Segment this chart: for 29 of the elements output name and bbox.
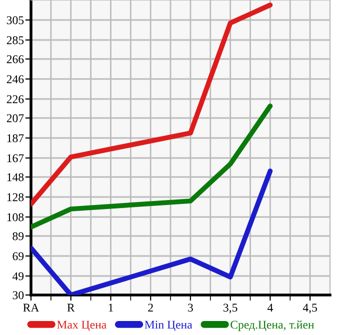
y-tick-label: 207 [6, 114, 24, 122]
x-tick-label: 2 [148, 304, 153, 312]
y-tick-label: 148 [7, 173, 24, 182]
x-tick-label: 3,5 [224, 304, 238, 314]
y-tick-label: 89 [12, 232, 24, 240]
y-tick-label: 128 [7, 193, 24, 202]
y-tick-label: 285 [6, 36, 24, 44]
legend-label: Max Цена [57, 320, 106, 332]
x-tick-label: 4,5 [302, 304, 317, 314]
y-tick-label: 69 [12, 252, 24, 260]
line-series [31, 104, 273, 230]
line-series [31, 2, 273, 206]
x-tick-label: 1 [108, 304, 113, 312]
y-tick-label: 266 [6, 55, 24, 64]
y-tick-label: 187 [7, 134, 24, 142]
legend-label: Min Цена [144, 320, 192, 332]
x-tick-label: 4 [267, 304, 273, 312]
y-tick-label: 246 [6, 75, 24, 84]
y-tick-label: 108 [7, 213, 24, 222]
x-tick-label: R [67, 304, 75, 312]
y-tick-label: 305 [6, 16, 24, 24]
y-tick-label: 30 [12, 291, 24, 300]
y-tick-label: 49 [12, 272, 24, 280]
x-tick-label: RA [23, 304, 40, 312]
y-tick-label: 226 [6, 95, 24, 104]
line-series [31, 168, 273, 295]
x-tick-label: 3 [188, 304, 193, 312]
y-tick-label: 167 [7, 154, 24, 162]
legend-label: Сред.Цена, т.йен [230, 320, 314, 332]
